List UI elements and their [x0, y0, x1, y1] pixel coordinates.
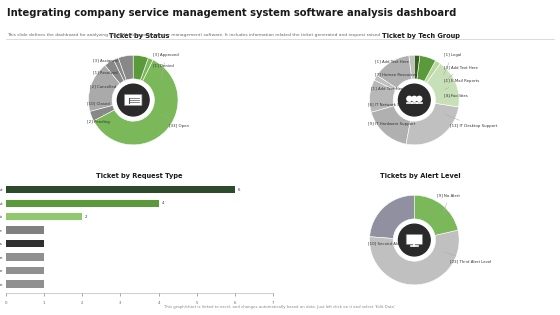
Text: This slide defines the dashboard for analyzing the ESM (Enterprise service manag: This slide defines the dashboard for ana…	[7, 33, 380, 37]
Text: [33] Open: [33] Open	[164, 115, 189, 128]
Wedge shape	[370, 80, 395, 112]
Text: 6: 6	[238, 188, 240, 192]
Wedge shape	[114, 58, 126, 81]
Text: [1] Add Text Here: [1] Add Text Here	[371, 87, 405, 94]
Wedge shape	[424, 60, 440, 83]
Title: Ticket by Status: Ticket by Status	[109, 33, 170, 39]
Bar	[6, 199, 158, 207]
Wedge shape	[370, 195, 414, 238]
Title: Ticket by Request Type: Ticket by Request Type	[96, 173, 183, 179]
Wedge shape	[414, 55, 420, 79]
Text: [1] Add Text Here: [1] Add Text Here	[375, 60, 408, 78]
Text: [2] Pending: [2] Pending	[87, 113, 110, 124]
Text: 2: 2	[85, 215, 88, 219]
Wedge shape	[90, 106, 115, 121]
Bar	[6, 240, 44, 247]
Text: [7] Human Resources: [7] Human Resources	[375, 72, 417, 85]
Bar	[6, 226, 44, 234]
Wedge shape	[370, 230, 459, 285]
Circle shape	[399, 224, 430, 256]
Circle shape	[118, 84, 149, 116]
Text: [13] IT Desktop Support: [13] IT Desktop Support	[445, 114, 497, 128]
Text: [3] Approved: [3] Approved	[153, 53, 179, 75]
FancyBboxPatch shape	[406, 234, 422, 244]
Title: Ticket by Tech Group: Ticket by Tech Group	[381, 33, 460, 39]
Text: [1] E-Mail Reports: [1] E-Mail Reports	[444, 79, 479, 89]
Text: 4: 4	[162, 201, 164, 205]
Wedge shape	[133, 55, 148, 80]
Circle shape	[417, 96, 422, 101]
Bar	[6, 254, 44, 261]
Bar	[6, 267, 44, 274]
Circle shape	[399, 84, 430, 116]
Wedge shape	[409, 55, 414, 79]
Title: Tickets by Alert Level: Tickets by Alert Level	[380, 173, 461, 179]
Wedge shape	[406, 103, 459, 145]
Wedge shape	[377, 56, 412, 89]
Text: [1] Denied: [1] Denied	[153, 64, 174, 80]
Bar	[6, 280, 44, 288]
Text: [23] Third Alert Level: [23] Third Alert Level	[445, 252, 491, 264]
Text: This graph/chart is linked to excel, and changes automatically based on data. Ju: This graph/chart is linked to excel, and…	[165, 305, 395, 309]
Wedge shape	[371, 106, 410, 144]
Wedge shape	[94, 60, 178, 145]
Wedge shape	[417, 56, 436, 81]
Text: [1] Resolved: [1] Resolved	[94, 70, 118, 83]
Text: [10] Closed: [10] Closed	[87, 101, 110, 105]
Text: [2] Cancelled: [2] Cancelled	[90, 84, 116, 93]
Text: Integrating company service management system software analysis dashboard: Integrating company service management s…	[7, 8, 456, 18]
Text: [10] Second Alert Level: [10] Second Alert Level	[368, 241, 414, 245]
Text: [6] IT Network Support: [6] IT Network Support	[368, 103, 413, 107]
Bar	[6, 186, 235, 193]
Bar	[6, 213, 82, 220]
Wedge shape	[88, 66, 120, 112]
Text: [1] Legal: [1] Legal	[444, 53, 461, 75]
Circle shape	[407, 96, 412, 101]
Wedge shape	[414, 195, 458, 235]
Text: [3] Add Text Here: [3] Add Text Here	[444, 66, 478, 82]
Wedge shape	[105, 60, 124, 84]
Wedge shape	[141, 58, 153, 81]
Wedge shape	[427, 64, 459, 107]
FancyBboxPatch shape	[124, 94, 142, 106]
Wedge shape	[118, 55, 133, 80]
Text: [9] Facilities: [9] Facilities	[444, 93, 467, 97]
Text: [9] No Alert: [9] No Alert	[437, 193, 460, 215]
Text: [3] Assigned: [3] Assigned	[94, 60, 118, 78]
Circle shape	[412, 96, 417, 101]
Text: [9] IT Hardware Support: [9] IT Hardware Support	[368, 114, 416, 126]
Wedge shape	[374, 75, 396, 91]
